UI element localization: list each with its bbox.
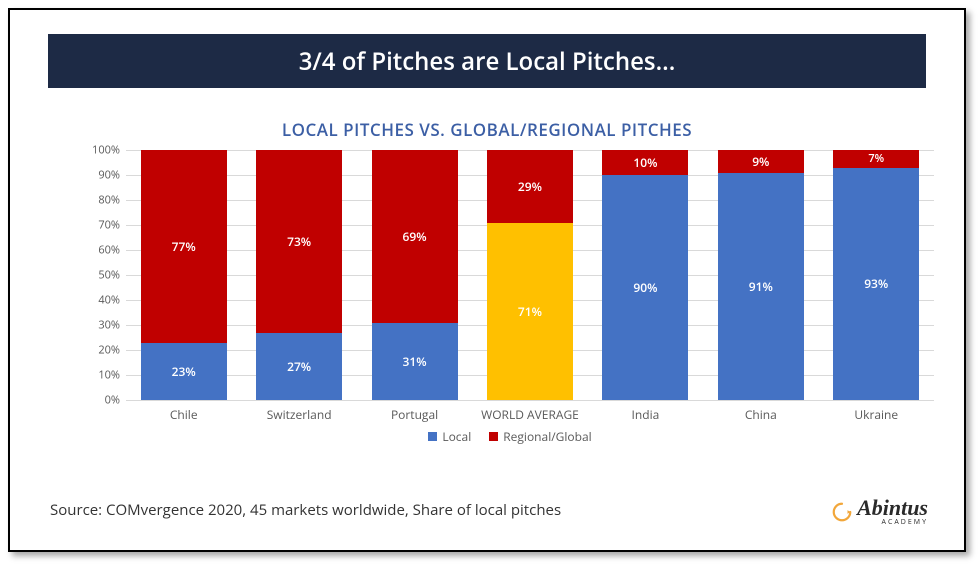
bar-stack: 23%77%	[141, 150, 227, 400]
x-axis-label: Chile	[124, 406, 244, 423]
brand-name: Abintus	[857, 497, 928, 519]
y-tick-label: 90%	[84, 168, 120, 183]
y-tick-label: 100%	[84, 143, 120, 158]
y-tick-label: 60%	[84, 243, 120, 258]
chart-legend: Local Regional/Global	[86, 428, 934, 445]
source-text: Source: COMvergence 2020, 45 markets wor…	[50, 500, 561, 520]
legend-label-local: Local	[442, 428, 471, 445]
bar-stack: 93%7%	[833, 150, 919, 400]
y-tick-label: 20%	[84, 343, 120, 358]
bar-segment-regional: 69%	[372, 150, 458, 323]
y-tick-label: 10%	[84, 368, 120, 383]
brand-logo: Abintus ACADEMY	[831, 497, 928, 526]
brand-subline: ACADEMY	[857, 519, 928, 526]
x-axis-label: India	[585, 406, 705, 423]
slide-title: 3/4 of Pitches are Local Pitches...	[299, 45, 676, 78]
bar-stack: 71%29%	[487, 150, 573, 400]
bar-stack: 31%69%	[372, 150, 458, 400]
legend-item-regional: Regional/Global	[489, 428, 591, 445]
x-axis-label: WORLD AVERAGE	[470, 406, 590, 423]
slide-frame: 3/4 of Pitches are Local Pitches... LOCA…	[8, 8, 966, 552]
bar-segment-regional: 10%	[602, 150, 688, 175]
bar-stack: 91%9%	[718, 150, 804, 400]
bar-slot: 71%29%	[487, 150, 573, 400]
bar-segment-local: 93%	[833, 168, 919, 401]
chart-plot: 0%10%20%30%40%50%60%70%80%90%100%23%77%2…	[126, 150, 934, 400]
x-axis-label: Switzerland	[239, 406, 359, 423]
slide-title-bar: 3/4 of Pitches are Local Pitches...	[48, 34, 926, 88]
brand-text: Abintus ACADEMY	[857, 497, 928, 526]
bar-slot: 91%9%	[718, 150, 804, 400]
legend-swatch-local	[428, 432, 437, 441]
x-axis-label: Ukraine	[816, 406, 936, 423]
bar-segment-local: 31%	[372, 323, 458, 401]
legend-label-regional: Regional/Global	[503, 428, 591, 445]
y-tick-label: 40%	[84, 293, 120, 308]
bar-stack: 27%73%	[256, 150, 342, 400]
bar-slot: 90%10%	[602, 150, 688, 400]
legend-swatch-regional	[489, 432, 498, 441]
bar-stack: 90%10%	[602, 150, 688, 400]
bar-segment-local: 71%	[487, 223, 573, 401]
brand-ring-icon	[831, 501, 853, 523]
bar-segment-local: 90%	[602, 175, 688, 400]
bars-row: 23%77% 27%73% 31%69% 71%29% 90%10% 91%9% 93%7%	[126, 150, 934, 400]
bar-slot: 23%77%	[141, 150, 227, 400]
bar-segment-regional: 29%	[487, 150, 573, 223]
y-tick-label: 70%	[84, 218, 120, 233]
x-axis-label: Portugal	[355, 406, 475, 423]
y-tick-label: 80%	[84, 193, 120, 208]
bar-segment-local: 23%	[141, 343, 227, 401]
bar-slot: 27%73%	[256, 150, 342, 400]
bar-segment-regional: 77%	[141, 150, 227, 343]
y-tick-label: 30%	[84, 318, 120, 333]
y-tick-label: 0%	[84, 393, 120, 408]
chart-area: 0%10%20%30%40%50%60%70%80%90%100%23%77%2…	[86, 150, 934, 430]
bar-slot: 93%7%	[833, 150, 919, 400]
gridline	[126, 400, 934, 401]
bar-segment-regional: 73%	[256, 150, 342, 333]
legend-item-local: Local	[428, 428, 471, 445]
y-tick-label: 50%	[84, 268, 120, 283]
bar-segment-local: 91%	[718, 173, 804, 401]
bar-segment-regional: 9%	[718, 150, 804, 173]
x-axis-label: China	[701, 406, 821, 423]
bar-slot: 31%69%	[372, 150, 458, 400]
chart-subtitle: LOCAL PITCHES VS. GLOBAL/REGIONAL PITCHE…	[10, 118, 964, 141]
bar-segment-local: 27%	[256, 333, 342, 401]
bar-segment-regional: 7%	[833, 150, 919, 168]
